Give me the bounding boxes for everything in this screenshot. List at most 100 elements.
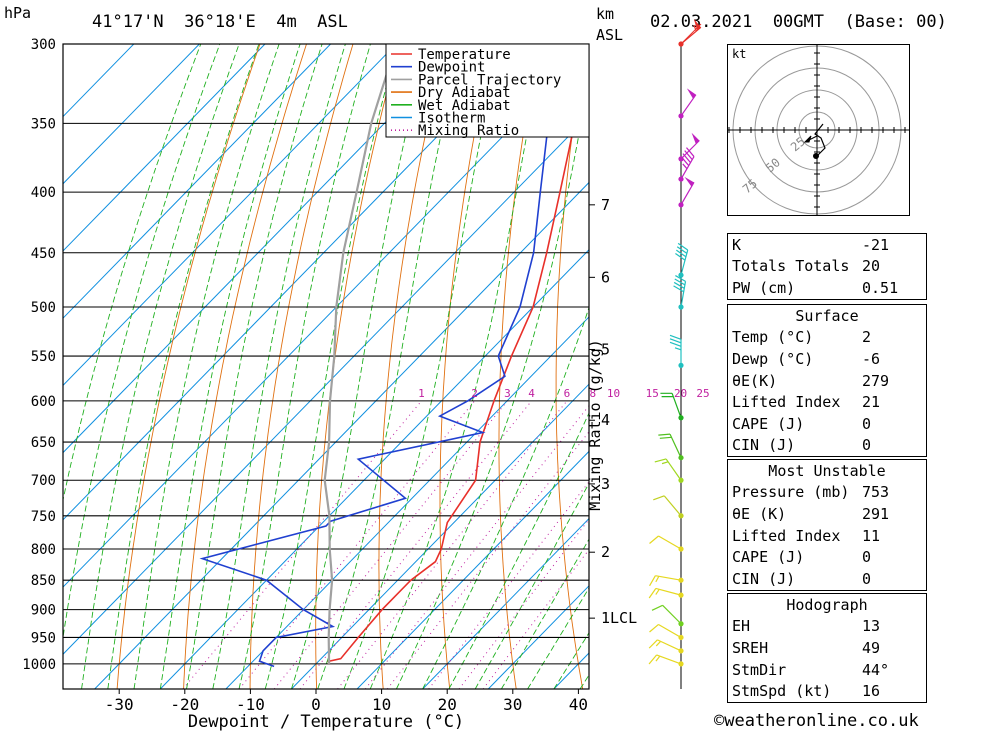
wind-barb [660, 392, 684, 421]
mu-value: 11 [862, 526, 881, 545]
hodograph-trace [814, 123, 826, 157]
pressure-unit-label: hPa [4, 4, 32, 22]
wind-barb-feather [675, 249, 687, 258]
wind-barb-pennant [684, 176, 694, 187]
isotherm-line [291, 383, 589, 689]
surface-value: 21 [862, 393, 881, 412]
wind-barb [649, 623, 684, 641]
index-value: -21 [862, 235, 890, 254]
wind-barb-staff [665, 458, 682, 481]
index-label: PW (cm) [732, 278, 796, 297]
hodo-label: SREH [732, 638, 769, 657]
wind-barb-staff [658, 535, 682, 550]
wet-adiabat-line [527, 587, 589, 689]
y-tick-label: 400 [31, 185, 56, 201]
surface-value: 279 [862, 371, 890, 390]
wind-barb-feather [654, 458, 667, 463]
dry-adiabat-line [611, 44, 649, 689]
wind-barb [648, 639, 684, 654]
dry-adiabat-line [498, 44, 540, 689]
wind-barb-feather [648, 639, 658, 649]
dewpoint-line [199, 44, 550, 668]
y-tick-label: 500 [31, 300, 56, 316]
table-row: CIN (J) 0 [728, 568, 927, 590]
wet-adiabat-line [81, 44, 240, 689]
wind-barb-staff [680, 140, 700, 160]
wind-barb-half-feather [655, 640, 662, 647]
mixing-ratio-value-label: 1 [418, 387, 425, 400]
wind-barb-staff [657, 639, 682, 652]
table-row: Dewp (°C) -6 [728, 348, 927, 370]
mixing-ratio-value-label: 2 [471, 387, 478, 400]
wind-barb-half-feather [655, 576, 660, 583]
wind-barb-feather [651, 604, 663, 611]
wind-barb [678, 18, 702, 47]
surface-value: 2 [862, 328, 872, 347]
temperature-line [327, 57, 589, 665]
hodograph-table: Hodograph EH 13 SREH 49 StmDir 44° StmSpd (… [727, 593, 927, 703]
km-tick-label: 1LCL [601, 609, 637, 627]
table-row: StmDir 44° [728, 659, 927, 681]
wet-adiabat-line [63, 44, 221, 640]
wind-barb-staff [680, 249, 689, 276]
isotherm-line [159, 249, 589, 689]
wet-adiabat-line [501, 538, 589, 689]
isotherm-line [63, 44, 463, 454]
wind-barb [658, 433, 684, 461]
wet-adiabat-line [291, 44, 429, 689]
wind-barb [669, 334, 684, 368]
table-row: StmSpd (kt) 16 [728, 680, 927, 702]
legend-entry-label: Dry Adiabat [418, 85, 511, 101]
wind-barb-feather [673, 281, 685, 289]
x-tick-label: -10 [236, 695, 265, 714]
index-label: Totals Totals [732, 257, 850, 276]
wind-barb-feather [675, 275, 686, 282]
mu-label: CAPE (J) [732, 548, 805, 567]
parcel-trajectory-line [323, 44, 398, 664]
y-tick-label: 700 [31, 473, 56, 489]
wet-adiabat-line [212, 44, 346, 689]
copyright-footer[interactable]: ©weatheronline.co.uk [714, 711, 919, 731]
isotherm-line [63, 44, 397, 387]
y-tick-label: 900 [31, 603, 56, 619]
wind-barb [649, 535, 684, 552]
table-row: EH 13 [728, 616, 927, 638]
hodo-label: StmSpd (kt) [732, 682, 832, 701]
mixing-ratio-line [482, 548, 589, 689]
wind-barb-half-feather [682, 163, 688, 170]
dry-adiabat-line [183, 44, 307, 689]
wind-barb-feather [669, 338, 682, 344]
wind-barb-feather [653, 495, 665, 501]
isotherm-line [356, 450, 589, 689]
wet-adiabat-line [448, 412, 589, 689]
surface-label: CAPE (J) [732, 414, 805, 433]
wind-barb-half-feather [674, 347, 682, 351]
wind-barb-feather [669, 341, 682, 347]
wind-barb [651, 604, 684, 627]
mixing-ratio-value-label: 8 [590, 387, 597, 400]
wind-barb [678, 132, 700, 162]
index-label: K [732, 235, 742, 254]
wind-barb-staff [671, 393, 682, 418]
mu-label: CIN (J) [732, 569, 796, 588]
wet-adiabat-line [159, 44, 301, 689]
dry-adiabat-line [958, 44, 1000, 689]
x-tick-label: -30 [105, 695, 134, 714]
isotherm-line [94, 181, 589, 689]
hodograph-surface-dot [813, 153, 819, 159]
dry-adiabat-line [378, 44, 447, 689]
wind-barb-pennant [691, 132, 700, 145]
x-axis-label: Dewpoint / Temperature (°C) [188, 712, 464, 732]
wet-adiabat-line [133, 44, 280, 689]
datetime-title: 02.03.2021 00GMT (Base: 00) [650, 12, 947, 32]
wind-barb-feather [686, 147, 695, 157]
wind-barb-feather [673, 285, 684, 293]
mu-value: 291 [862, 504, 890, 523]
dry-adiabat-line [116, 44, 261, 689]
mixing-ratio-line [386, 431, 589, 689]
isotherm-line [63, 44, 266, 252]
wind-barb-staff [655, 575, 682, 581]
hodograph-storm-motion-arrow [803, 135, 818, 143]
wind-barb-feather [677, 242, 689, 251]
isotherm-line [422, 517, 589, 689]
